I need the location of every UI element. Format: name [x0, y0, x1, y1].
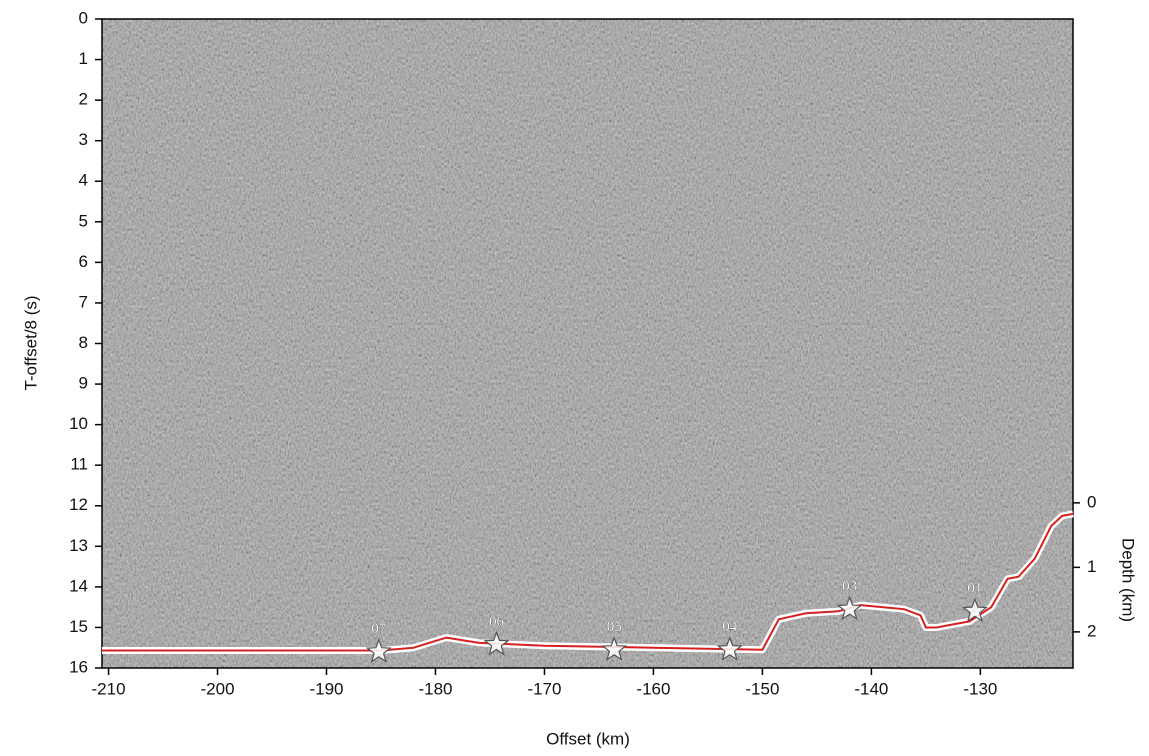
y-axis-label: T-offset/8 (s): [21, 295, 40, 390]
x-tick-label: -150: [745, 679, 779, 698]
y-tick-label: 9: [79, 374, 88, 393]
y-tick-label: 7: [79, 292, 88, 311]
station-star: [483, 630, 510, 656]
y-tick-label: 2: [79, 90, 88, 109]
seismic-texture: [102, 19, 1073, 668]
station-label: 07: [371, 621, 387, 637]
x-tick-label: -180: [418, 679, 452, 698]
y-tick-label: 10: [69, 414, 88, 433]
x-tick-label: -160: [636, 679, 670, 698]
x-tick-label: -210: [92, 679, 126, 698]
station-label: 05: [607, 619, 622, 635]
y2-tick-label: 1: [1087, 557, 1096, 576]
y-tick-label: 1: [79, 49, 88, 68]
y2-tick-label: 0: [1087, 492, 1096, 511]
y-tick-label: 8: [79, 333, 88, 352]
station-star: [836, 595, 863, 621]
x-tick-label: -140: [854, 679, 888, 698]
y-tick-label: 15: [69, 617, 88, 636]
x-tick-label: -190: [309, 679, 343, 698]
station-label: 01: [967, 581, 982, 597]
x-tick-label: -130: [963, 679, 997, 698]
y2-tick-label: 2: [1087, 621, 1096, 640]
x-axis-label: Offset (km): [546, 729, 630, 748]
y-tick-label: 4: [79, 171, 88, 190]
x-tick-label: -170: [527, 679, 561, 698]
x-tick-label: -200: [201, 679, 235, 698]
y-tick-label: 14: [69, 576, 88, 595]
y-tick-label: 16: [69, 657, 88, 676]
y-tick-label: 3: [79, 130, 88, 149]
y-tick-label: 13: [69, 536, 88, 555]
station-star: [365, 638, 392, 663]
station-label: 04: [722, 619, 738, 635]
station-star: [961, 597, 988, 623]
y-tick-label: 5: [79, 211, 88, 230]
y-tick-label: 6: [79, 252, 88, 271]
y-tick-label: 0: [79, 8, 88, 27]
station-label: 03: [842, 579, 857, 595]
y-tick-label: 11: [70, 455, 88, 474]
station-label: 06: [489, 614, 505, 630]
station-star: [716, 635, 743, 661]
station-star: [601, 635, 628, 661]
y2-axis-label: Depth (km): [1119, 538, 1138, 622]
y-tick-label: 12: [69, 495, 88, 514]
